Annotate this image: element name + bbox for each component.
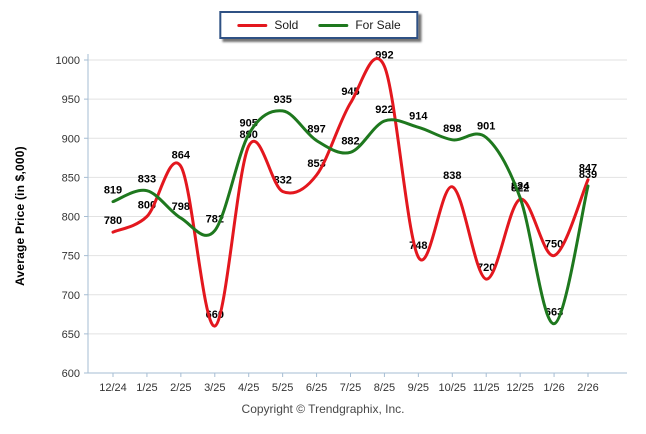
x-tick-label: 11/25: [473, 382, 500, 394]
data-label: 905: [240, 117, 258, 129]
x-tick-label: 3/25: [204, 382, 225, 394]
x-tick-label: 6/25: [306, 382, 327, 394]
legend: Sold For Sale: [219, 11, 419, 39]
data-label: 780: [104, 215, 122, 227]
data-label: 864: [172, 149, 191, 161]
data-label: 819: [104, 185, 122, 197]
y-tick-label: 900: [62, 133, 80, 145]
x-tick-label: 1/26: [543, 382, 564, 394]
data-label: 901: [477, 120, 495, 132]
legend-item-for-sale: For Sale: [318, 18, 401, 32]
x-tick-label: 7/25: [340, 382, 361, 394]
y-tick-label: 600: [62, 368, 80, 380]
data-label: 750: [545, 239, 563, 251]
data-label: 847: [579, 163, 597, 175]
data-label: 748: [409, 240, 427, 252]
x-tick-label: 10/25: [439, 382, 467, 394]
data-label: 838: [443, 170, 461, 182]
legend-label-sold: Sold: [274, 18, 299, 32]
y-tick-label: 800: [62, 212, 80, 224]
data-label: 935: [273, 94, 291, 106]
y-tick-label: 650: [62, 329, 80, 341]
y-tick-label: 750: [62, 251, 80, 263]
data-label: 897: [307, 124, 325, 136]
copyright-text: Copyright © Trendgraphix, Inc.: [241, 402, 405, 416]
legend-label-for-sale: For Sale: [355, 18, 401, 32]
data-label: 798: [172, 201, 190, 213]
data-label: 882: [341, 135, 359, 147]
data-label: 839: [579, 169, 597, 181]
data-label: 833: [138, 174, 156, 186]
x-tick-label: 9/25: [408, 382, 429, 394]
for-sale-line-icon: [318, 23, 349, 27]
x-tick-label: 5/25: [272, 382, 293, 394]
y-tick-label: 950: [62, 94, 80, 106]
data-label: 898: [443, 123, 461, 135]
x-tick-label: 4/25: [238, 382, 259, 394]
x-tick-label: 12/25: [506, 382, 534, 394]
y-tick-label: 700: [62, 290, 80, 302]
data-label: 922: [375, 104, 393, 116]
x-tick-label: 2/25: [170, 382, 191, 394]
series-line-for-sale: [111, 109, 590, 326]
x-tick-label: 1/25: [136, 382, 157, 394]
y-tick-label: 1000: [56, 55, 80, 67]
legend-item-sold: Sold: [237, 18, 298, 32]
x-tick-label: 12/24: [99, 382, 127, 394]
series-line-sold: [111, 57, 590, 328]
x-tick-label: 8/25: [374, 382, 395, 394]
sold-line-icon: [237, 23, 268, 27]
data-label: 914: [409, 110, 428, 122]
y-tick-label: 850: [62, 172, 80, 184]
x-tick-label: 2/26: [577, 382, 598, 394]
